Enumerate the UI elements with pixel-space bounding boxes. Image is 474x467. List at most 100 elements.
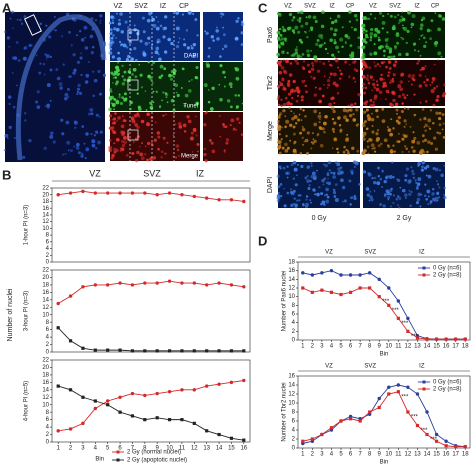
cell bbox=[284, 96, 288, 100]
cell bbox=[166, 101, 169, 104]
marker bbox=[406, 385, 410, 389]
cell bbox=[22, 155, 26, 159]
cell bbox=[124, 20, 128, 24]
cell bbox=[376, 136, 380, 141]
cell bbox=[406, 29, 410, 33]
cell bbox=[70, 44, 73, 47]
cell bbox=[289, 89, 294, 94]
cell bbox=[152, 101, 155, 104]
cell bbox=[16, 19, 19, 21]
marker bbox=[155, 193, 159, 197]
cell bbox=[332, 171, 336, 175]
cell bbox=[364, 65, 368, 69]
cell bbox=[373, 33, 378, 38]
marker bbox=[425, 432, 429, 437]
cell bbox=[423, 81, 426, 84]
cell bbox=[65, 120, 70, 125]
cell bbox=[384, 38, 389, 42]
cell bbox=[296, 90, 299, 93]
cell bbox=[285, 119, 290, 124]
cell bbox=[334, 58, 339, 63]
cell bbox=[111, 21, 115, 25]
cell bbox=[23, 46, 27, 50]
cell bbox=[191, 151, 194, 153]
cell bbox=[90, 112, 94, 116]
cell bbox=[108, 126, 112, 130]
cell bbox=[333, 56, 336, 58]
y-tick-label: 0 bbox=[292, 338, 296, 344]
cell bbox=[397, 204, 399, 207]
cell bbox=[98, 92, 103, 96]
cell bbox=[308, 70, 312, 74]
cell bbox=[210, 35, 214, 39]
cell bbox=[373, 61, 376, 64]
cell bbox=[318, 112, 321, 114]
cell bbox=[340, 178, 344, 183]
cell bbox=[326, 78, 331, 83]
cell bbox=[172, 114, 175, 117]
cell bbox=[369, 104, 373, 107]
cell bbox=[443, 195, 447, 200]
marker bbox=[348, 417, 353, 421]
marker bbox=[387, 385, 391, 389]
cell bbox=[410, 83, 413, 86]
y-tick-label: 2 bbox=[46, 432, 50, 438]
cell bbox=[364, 102, 368, 106]
cell bbox=[372, 82, 376, 87]
cell bbox=[277, 44, 281, 48]
marker bbox=[205, 349, 209, 353]
cell bbox=[186, 115, 190, 119]
cell bbox=[370, 27, 374, 32]
cell bbox=[293, 140, 297, 144]
cell bbox=[442, 136, 446, 139]
x-tick-label: 7 bbox=[131, 446, 135, 452]
cell bbox=[110, 71, 114, 75]
zone-label: IZ bbox=[196, 168, 205, 178]
cell bbox=[6, 137, 9, 140]
cell bbox=[68, 30, 71, 34]
cell bbox=[102, 73, 107, 77]
cell bbox=[289, 102, 293, 106]
cell bbox=[177, 122, 182, 126]
cell bbox=[286, 165, 289, 168]
cell bbox=[423, 126, 426, 128]
cell bbox=[423, 116, 427, 121]
cell bbox=[344, 42, 347, 45]
cell bbox=[162, 91, 165, 94]
marker bbox=[143, 393, 147, 398]
cell bbox=[39, 62, 42, 65]
cell bbox=[294, 203, 298, 207]
marker bbox=[444, 444, 448, 448]
cell bbox=[181, 67, 185, 71]
cell bbox=[280, 104, 283, 107]
cell bbox=[438, 186, 441, 189]
cell bbox=[333, 137, 338, 142]
cell bbox=[355, 108, 359, 112]
x-tick-label: 2 bbox=[311, 452, 315, 458]
cell bbox=[80, 38, 85, 42]
cell bbox=[144, 153, 147, 156]
cell bbox=[334, 183, 338, 186]
y-tick-label: 20 bbox=[42, 275, 49, 281]
marker bbox=[377, 277, 381, 282]
cell bbox=[114, 76, 118, 79]
cell bbox=[80, 73, 83, 77]
cell bbox=[301, 98, 305, 102]
cell bbox=[139, 152, 144, 157]
cell bbox=[362, 86, 365, 89]
cell bbox=[429, 84, 432, 86]
cell bbox=[366, 193, 370, 197]
cell bbox=[377, 166, 380, 170]
cell bbox=[307, 186, 311, 190]
cell bbox=[137, 107, 142, 112]
cell bbox=[403, 119, 407, 123]
cell bbox=[78, 91, 83, 96]
micrograph bbox=[203, 112, 243, 161]
x-tick-label: 1 bbox=[301, 452, 305, 458]
marker bbox=[105, 191, 110, 195]
cell bbox=[367, 117, 372, 122]
cell bbox=[280, 37, 284, 41]
cell bbox=[287, 79, 291, 83]
cell bbox=[397, 132, 400, 135]
cell bbox=[314, 20, 318, 24]
